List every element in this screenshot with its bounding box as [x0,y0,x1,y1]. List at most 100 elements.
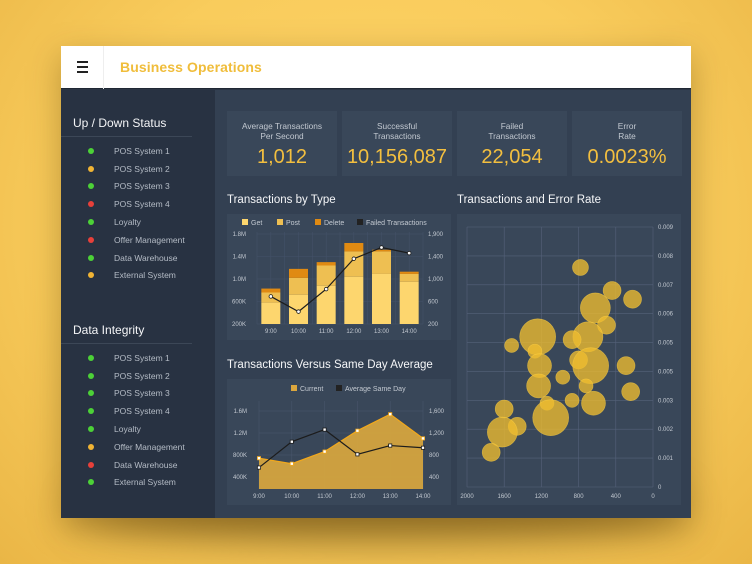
sidebar-item[interactable]: Data Warehouse [61,456,215,474]
y-tick-right: 1,000 [428,277,444,283]
bubble [494,399,514,419]
sidebar-item-label: POS System 4 [114,199,170,210]
bubble [504,338,519,353]
status-dot-icon [88,254,94,261]
sidebar-item[interactable]: POS System 1 [61,349,215,367]
sidebar-item-label: Loyalty [114,217,141,228]
sidebar-item[interactable]: POS System 3 [61,385,215,403]
x-tick: 2000 [460,494,474,500]
bubble [581,390,606,416]
y-tick: 0 [658,485,662,491]
bubble [623,289,642,309]
main-content: Average Transactions Per Second 1,012 Su… [215,90,691,518]
line-point [379,245,384,250]
sidebar-item[interactable]: Loyalty [61,420,215,438]
bar-segment-delete [344,243,364,252]
bar-segment-delete [289,268,308,278]
average-point [289,439,294,444]
y-tick-left: 200K [232,322,246,328]
kpi-label: Failed Transactions [488,121,536,141]
x-tick: 400 [611,494,622,500]
legend-swatch [315,219,321,225]
bar-segment-post [316,265,336,286]
bar-chart-svg: Get Post Delete Failed Transactions 1.8M 1.4M… [232,219,444,335]
sidebar-item[interactable]: POS System 1 [61,142,215,160]
bubble [564,393,580,408]
y-tick-left: 1.0M [233,277,246,283]
bar-segment-get [372,273,391,324]
x-tick: 14:00 [415,494,431,500]
x-tick: 12:00 [346,329,362,335]
legend-swatch [277,219,283,225]
y-tick-right: 600 [428,300,439,306]
status-dot-icon [88,165,94,172]
kpi-value: 0.0023% [587,146,667,168]
sidebar-item-label: POS System 3 [114,388,170,399]
y-tick: 0.007 [658,283,674,289]
status-dot-icon [88,390,94,397]
sidebar-item[interactable]: POS System 3 [61,178,215,196]
sidebar-item[interactable]: Offer Management [61,231,215,249]
bar-segment-get [261,302,281,324]
kpi-value: 22,054 [481,146,543,168]
x-tick: 1200 [535,494,549,500]
status-list: POS System 1 POS System 2 POS System 3 POS … [61,137,215,284]
x-tick: 11:00 [319,329,334,335]
sidebar-item[interactable]: Loyalty [61,213,215,231]
legend-label: Get [251,220,262,227]
sidebar-item-label: POS System 4 [114,406,170,417]
sidebar-item[interactable]: Data Warehouse [61,249,215,267]
kpi-label: Error Rate [617,121,637,141]
bubble [487,416,518,448]
page-title: Business Operations [120,59,262,75]
current-area [259,414,423,489]
status-dot-icon [88,479,94,486]
x-tick: 10:00 [291,329,307,335]
average-point [388,443,393,448]
bar-segment-get [316,285,336,324]
menu-button[interactable] [61,45,104,89]
current-line [258,413,424,465]
y-tick-left: 1.6M [234,409,247,415]
x-tick: 13:00 [383,494,399,500]
sidebar-item-label: Data Warehouse [114,459,178,470]
sidebar-item-label: External System [114,270,176,281]
x-tick: 11:00 [317,494,332,500]
sidebar-item[interactable]: Offer Management [61,438,215,456]
y-tick-right: 400 [429,475,440,481]
legend-label: Average Same Day [345,386,406,393]
sidebar-item[interactable]: POS System 4 [61,195,215,213]
line-point [296,309,301,314]
y-tick-left: 1.2M [234,431,247,437]
kpi-row: Average Transactions Per Second 1,012 Su… [227,111,682,176]
sidebar-item[interactable]: POS System 2 [61,367,215,385]
sidebar-item[interactable]: POS System 2 [61,160,215,178]
bubble [621,382,640,401]
bubble [580,292,611,324]
sidebar-item[interactable]: POS System 4 [61,402,215,420]
sidebar-item[interactable]: External System [61,474,215,492]
average-line [258,428,424,469]
status-dot-icon [88,236,94,243]
y-tick: 0.003 [658,398,674,404]
y-tick: 0.008 [658,254,674,260]
x-tick: 14:00 [402,329,418,335]
section-title: Up / Down Status [61,116,192,137]
legend-swatch [291,385,297,391]
sidebar-item-label: Data Warehouse [114,252,178,263]
x-tick: 13:00 [374,329,390,335]
x-tick: 1600 [498,494,512,500]
area-chart-svg: Current Average Same Day 1.6M 1.2M 800K 400K 1… [233,385,445,500]
status-dot-icon [88,201,94,208]
sidebar-item-label: Offer Management [114,441,185,452]
legend-label: Post [286,220,300,227]
average-point [355,452,360,457]
kpi-value: 10,156,087 [346,146,448,168]
chart-transactions-error-rate: 0.009 0.008 0.007 0.006 0.005 0.005 0.003 0.002… [457,214,681,505]
sidebar-item[interactable]: External System [61,267,215,285]
bar-segment-post [399,273,419,282]
chart-title: Transactions Versus Same Day Average [227,359,433,371]
bubble [481,443,501,462]
average-point [322,427,327,432]
legend-swatch [357,219,363,225]
